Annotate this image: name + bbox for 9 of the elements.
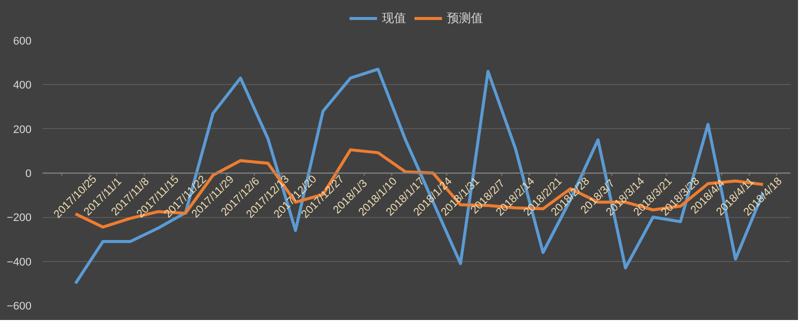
y-tick-label: 200 (13, 124, 32, 136)
y-tick-label: −400 (6, 256, 32, 268)
y-tick-label: −600 (6, 300, 32, 312)
legend-label: 现值 (382, 10, 406, 26)
y-tick-label: 400 (13, 80, 32, 92)
y-tick-label: 0 (25, 168, 32, 180)
y-tick-label: −200 (6, 212, 32, 224)
legend-label: 预测值 (447, 10, 483, 26)
y-tick-label: 600 (13, 36, 32, 48)
